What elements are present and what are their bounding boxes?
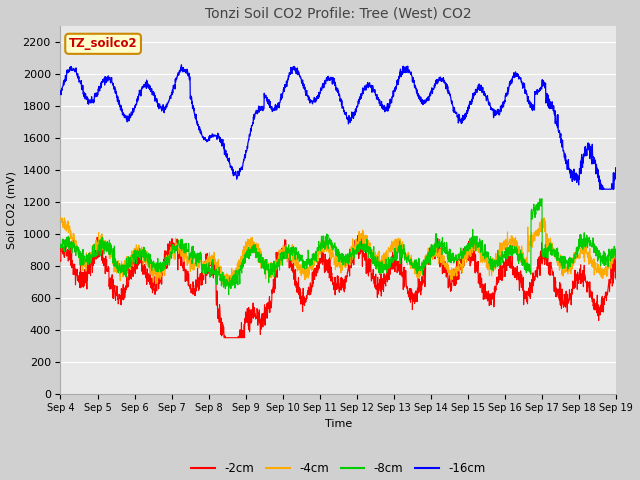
Y-axis label: Soil CO2 (mV): Soil CO2 (mV) [7,171,17,249]
Legend: -2cm, -4cm, -8cm, -16cm: -2cm, -4cm, -8cm, -16cm [187,457,490,480]
X-axis label: Time: Time [324,419,352,429]
Title: Tonzi Soil CO2 Profile: Tree (West) CO2: Tonzi Soil CO2 Profile: Tree (West) CO2 [205,7,472,21]
Text: TZ_soilco2: TZ_soilco2 [69,37,138,50]
